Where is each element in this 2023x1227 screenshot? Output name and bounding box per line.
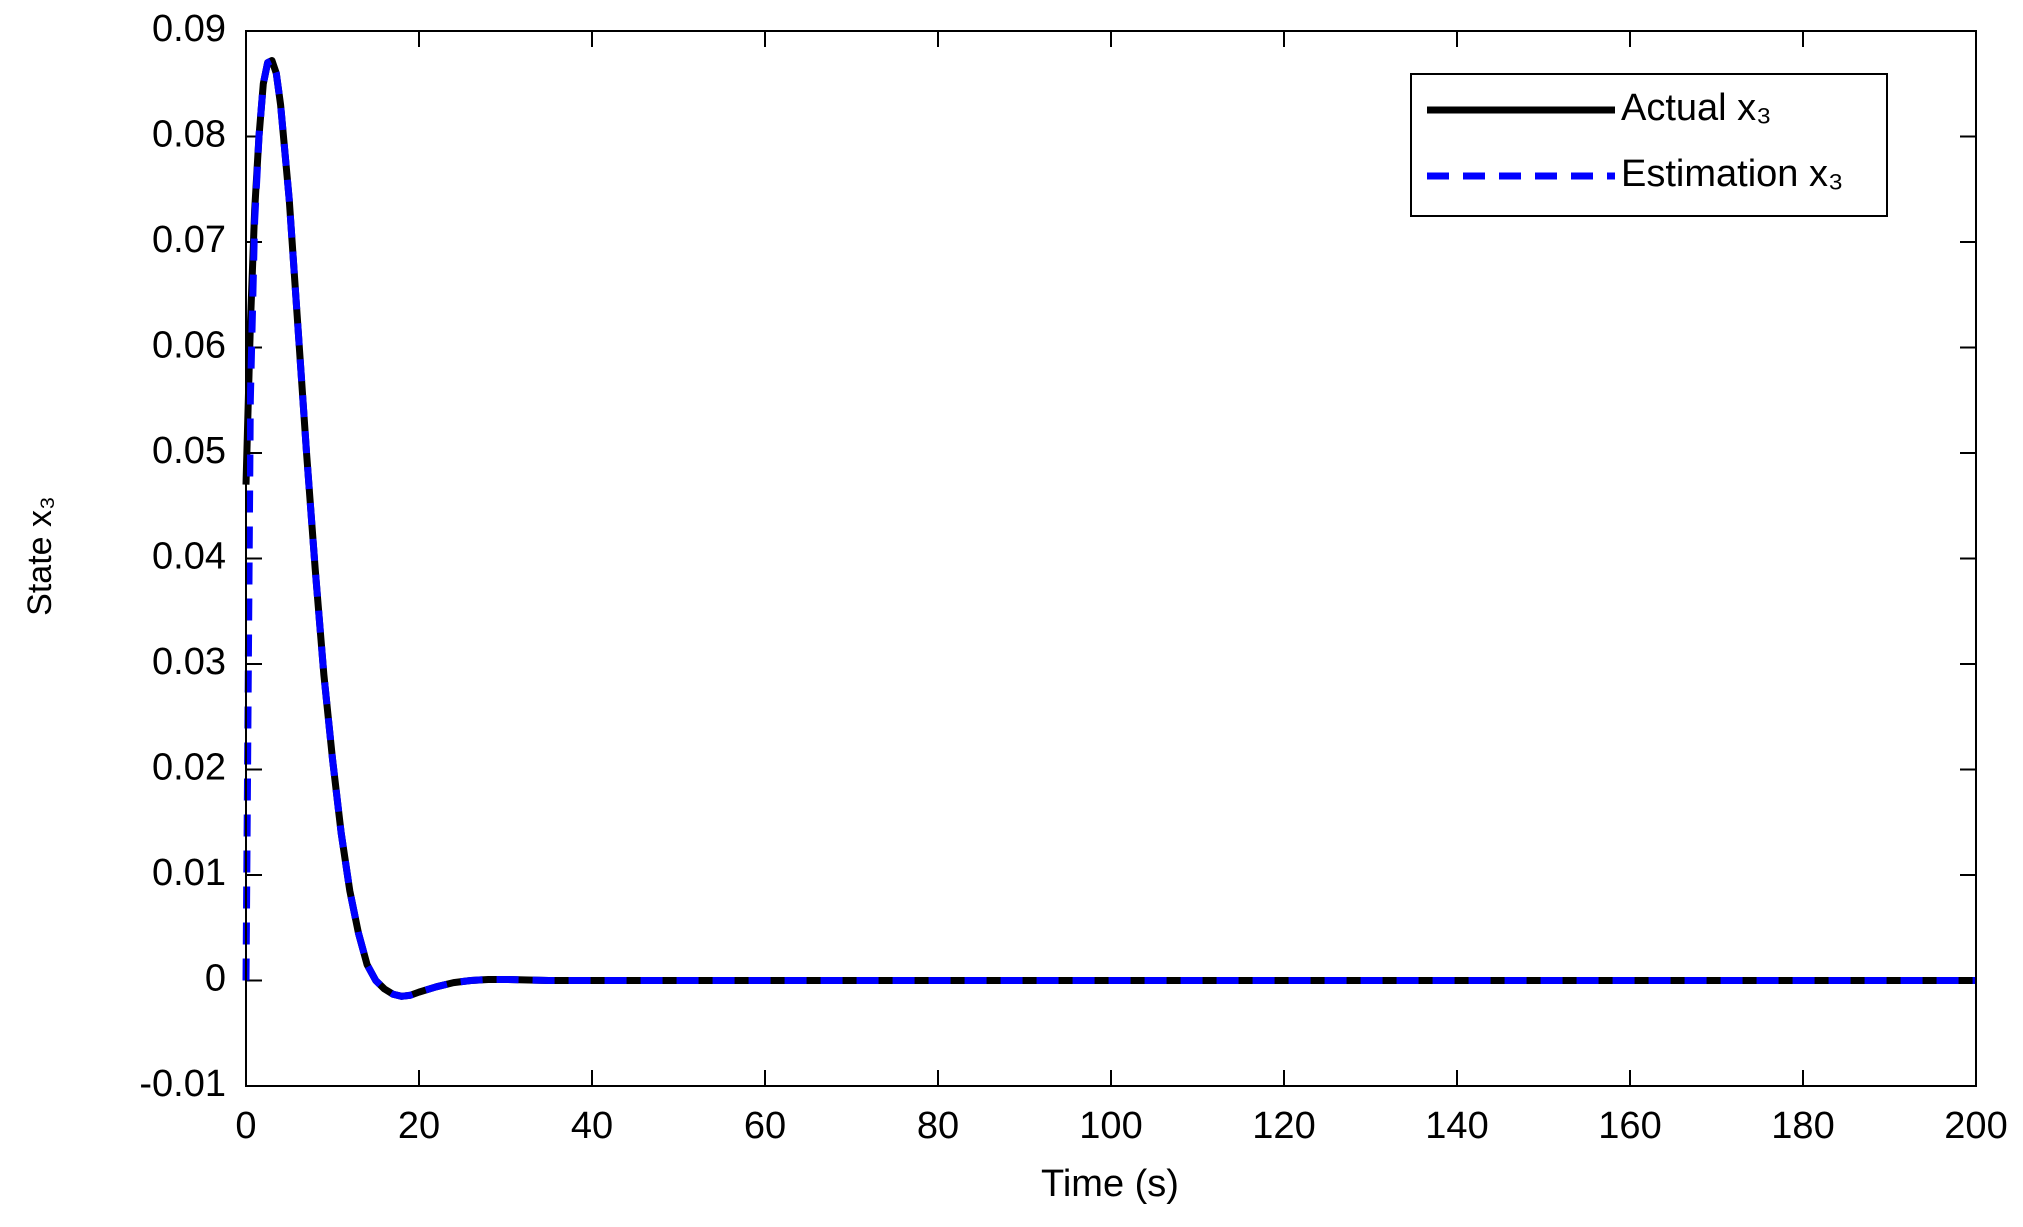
- legend-label: Estimation x₃: [1621, 153, 1843, 195]
- x-tick-label: 20: [398, 1105, 440, 1147]
- y-tick-label: 0.04: [152, 536, 226, 578]
- x-tick-label: 200: [1944, 1105, 2007, 1147]
- y-tick-label: 0.02: [152, 747, 226, 789]
- legend-box: [1410, 73, 1888, 217]
- x-tick-label: 80: [917, 1105, 959, 1147]
- x-tick-label: 100: [1079, 1105, 1142, 1147]
- data-line: [242, 57, 1976, 1000]
- y-tick-label: 0: [205, 958, 226, 1000]
- y-tick-label: 0.07: [152, 219, 226, 261]
- y-tick-label: 0.05: [152, 430, 226, 472]
- legend-label: Actual x₃: [1621, 87, 1772, 129]
- y-tick-label: 0.03: [152, 641, 226, 683]
- x-tick-label: 0: [235, 1105, 256, 1147]
- x-tick-label: 60: [744, 1105, 786, 1147]
- y-tick-label: 0.09: [152, 8, 226, 50]
- x-tick-label: 140: [1425, 1105, 1488, 1147]
- x-tick-label: 120: [1252, 1105, 1315, 1147]
- y-tick-label: 0.01: [152, 852, 226, 894]
- y-tick-label: 0.08: [152, 114, 226, 156]
- y-tick-label: 0.06: [152, 325, 226, 367]
- x-tick-label: 180: [1771, 1105, 1834, 1147]
- axes-box: [245, 30, 1977, 1087]
- x-tick-label: 40: [571, 1105, 613, 1147]
- x-tick-label: 160: [1598, 1105, 1661, 1147]
- x-axis-label: Time (s): [1041, 1163, 1179, 1205]
- y-axis-label: State x₃: [21, 496, 59, 616]
- y-tick-label: -0.01: [139, 1063, 226, 1105]
